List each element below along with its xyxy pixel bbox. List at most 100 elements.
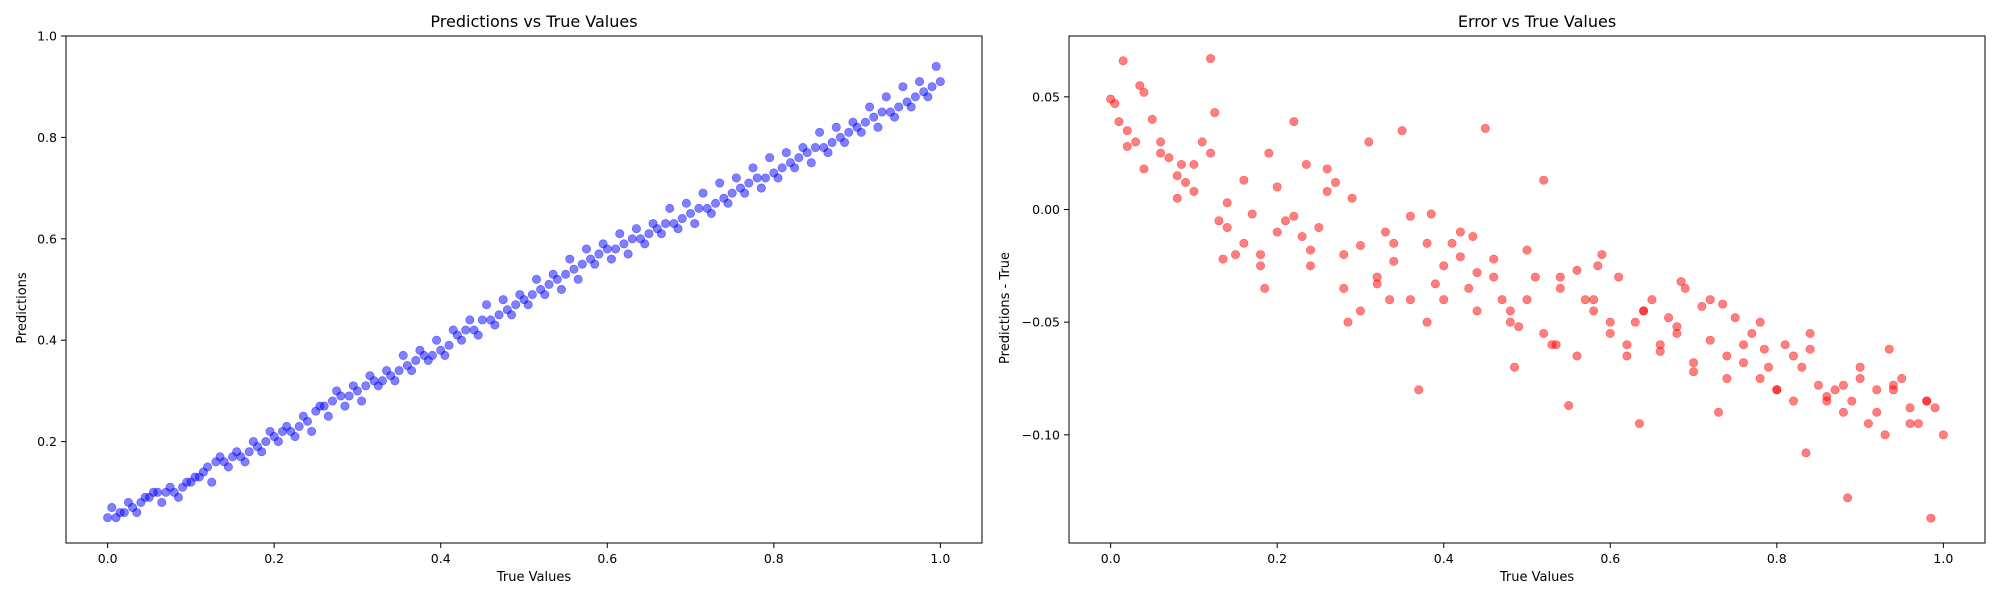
scatter-point [1705,295,1715,305]
scatter-point [881,92,891,102]
scatter-point [1672,322,1682,332]
scatter-point [556,284,566,294]
scatter-point [527,290,537,300]
scatter-point [1555,283,1565,293]
scatter-point [107,503,117,513]
scatter-point [573,274,583,284]
scatter-point [282,421,292,431]
scatter-point [298,411,308,421]
scatter-point [1589,306,1599,316]
scatter-point [1385,295,1395,305]
scatter-point [577,259,587,269]
scatter-point [315,401,325,411]
scatter-point [1497,295,1507,305]
scatter-point [1472,306,1482,316]
scatter-point [1593,261,1603,271]
scatter-point [1405,295,1415,305]
scatter-point [931,61,941,71]
scatter-point [681,198,691,208]
scatter-point [1755,317,1765,327]
scatter-point [1930,403,1940,413]
scatter-point [1780,340,1790,350]
scatter-point [257,447,267,457]
scatter-point [157,497,167,507]
chart-title: Predictions vs True Values [430,12,637,31]
scatter-point [1522,295,1532,305]
scatter-point [1172,193,1182,203]
scatter-point [132,508,142,518]
scatter-point [273,437,283,447]
scatter-point [677,214,687,224]
scatter-point [1564,401,1574,411]
y-axis-label: Predictions - True [998,252,1013,364]
scatter-point [1697,301,1707,311]
scatter-point [511,300,521,310]
scatter-point [1472,268,1482,278]
scatter-point [690,219,700,229]
scatter-point [1747,328,1757,338]
scatter-point [831,122,841,132]
scatter-point [765,153,775,163]
scatter-point [873,122,883,132]
scatter-point [1514,322,1524,332]
scatter-point [865,102,875,112]
scatter-point [844,127,854,137]
scatter-point [1801,448,1811,458]
axes-frame [65,35,983,544]
scatter-point [440,350,450,360]
scatter-point [1664,313,1674,323]
scatter-point [1580,295,1590,305]
scatter-point [1139,87,1149,97]
scatter-point [432,335,442,345]
scatter-point [569,264,579,274]
scatter-point [411,355,421,365]
scatter-point [1355,241,1365,251]
scatter-point [1755,374,1765,384]
scatter-point [927,82,937,92]
scatter-point [698,188,708,198]
scatter-point [1239,238,1249,248]
scatter-point [1739,340,1749,350]
scatter-point [1555,272,1565,282]
scatter-point [1264,148,1274,158]
x-axis-label: True Values [496,570,571,585]
scatter-point [606,254,616,264]
scatter-point [348,381,358,391]
scatter-point [1605,317,1615,327]
scatter-point [806,158,816,168]
scatter-point [1430,279,1440,289]
scatter-point [1539,175,1549,185]
scatter-point [1164,153,1174,163]
scatter-point [894,102,904,112]
scatter-point [748,163,758,173]
x-tick-label: 0.2 [1267,551,1287,566]
scatter-point [515,290,525,300]
scatter-point [140,492,150,502]
chart-error-vs-true: Error vs True Values 0.0 0.2 0.4 0.6 0.8 1.00… [998,12,1986,585]
scatter-point [935,77,945,87]
scatter-point [294,421,304,431]
scatter-point [1218,254,1228,264]
scatter-point [394,366,404,376]
scatter-point [244,447,254,457]
scatter-point [240,457,250,467]
scatter-point [619,239,629,249]
chart-predictions-vs-true: Predictions vs True Values 0.0 0.2 0.4 0.6 0… [15,12,983,585]
x-tick-label: 0.8 [1767,551,1787,566]
scatter-point [1206,148,1216,158]
scatter-point [1926,513,1936,523]
y-tick-label: −0.05 [1022,315,1060,330]
scatter-point [1339,250,1349,260]
scatter-point [1522,245,1532,255]
scatter-point [1439,295,1449,305]
scatter-point [323,411,333,421]
scatter-point [365,371,375,381]
scatter-point [1122,126,1132,136]
scatter-point [1447,238,1457,248]
scatter-point [215,452,225,462]
scatter-point [1905,403,1915,413]
scatter-point [644,229,654,239]
scatter-point [1838,380,1848,390]
scatter-point [494,310,504,320]
scatter-point [123,497,133,507]
